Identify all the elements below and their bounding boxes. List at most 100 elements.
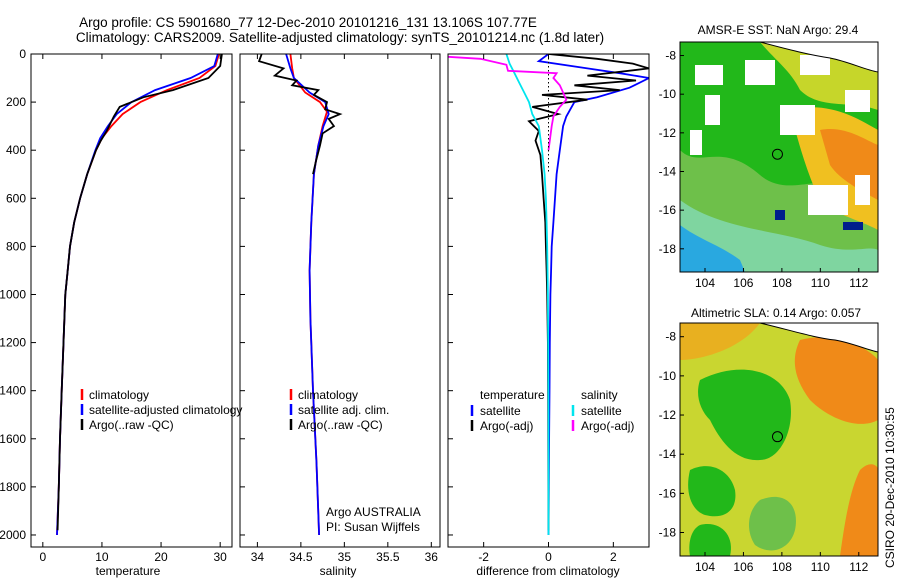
y-tick-label: 1400 (0, 384, 26, 398)
lon-tick-label: 112 (849, 276, 868, 290)
salinity-profile-line-1 (285, 54, 330, 536)
sst-missing-patch (695, 65, 723, 85)
sla-map-lon-ticks: 104 106 108 110 112 (695, 552, 869, 574)
sst-map-title: AMSR-E SST: NaN Argo: 29.4 (698, 23, 859, 37)
lat-tick-label: -12 (659, 408, 677, 422)
lon-tick-label: 110 (811, 276, 830, 290)
lon-tick-label: 108 (772, 560, 792, 574)
difference-xlabel: difference from climatology (476, 564, 619, 578)
difference-panel: -2 0 2 difference from climatology tempera… (447, 53, 650, 578)
sst-missing-patch (855, 175, 870, 205)
sst-map-panel: AMSR-E SST: NaN Argo: 29.4 104 106 108 110 1… (659, 23, 879, 290)
sst-missing-patch (845, 90, 870, 112)
temperature-axis-ticks: 0 10 20 30 (39, 54, 227, 564)
temperature-profile-line-0 (56, 54, 220, 536)
x-tick-label: 34.5 (289, 550, 313, 564)
temperature-panel: 0 200 400 600 800 1000 1200 1400 1600 1800 2000 0 1… (0, 47, 242, 578)
x-tick-label: 10 (95, 550, 109, 564)
difference-profile-line-0 (536, 54, 649, 536)
legend-label: Argo(..raw -QC) (298, 418, 383, 432)
legend-label: Argo(..raw -QC) (89, 418, 174, 432)
sst-argo-location-marker (771, 148, 783, 160)
legend-label: climatology (298, 388, 358, 402)
lat-tick-label: -12 (659, 126, 677, 140)
sst-missing-patch (800, 55, 830, 75)
sst-map-field (680, 42, 878, 272)
sst-map-frame (679, 41, 879, 273)
y-tick-label: 800 (6, 239, 26, 253)
sla-map-field (680, 323, 878, 556)
salinity-axis-ticks: 34 34.5 35 35.5 36 (240, 53, 439, 564)
difference-profile-line-3 (448, 55, 568, 151)
salinity-axes-box (239, 53, 441, 548)
sla-map-panel: Altimetric SLA: 0.14 Argo: 0.057 104 106 1… (659, 306, 879, 574)
sla-map-title: Altimetric SLA: 0.14 Argo: 0.057 (691, 306, 861, 320)
x-tick-label: 35.5 (376, 550, 400, 564)
y-tick-label: 200 (6, 95, 26, 109)
lon-tick-label: 110 (811, 560, 830, 574)
legend-label: Argo(-adj) (480, 419, 533, 433)
lat-tick-label: -10 (659, 369, 677, 383)
lon-tick-label: 106 (733, 560, 753, 574)
sst-missing-patch (705, 95, 720, 125)
sla-low-patch (689, 524, 731, 556)
y-tick-label: 600 (6, 191, 26, 205)
x-tick-label: 35 (338, 550, 352, 564)
lat-tick-label: -18 (659, 526, 677, 540)
lat-tick-label: -10 (659, 87, 677, 101)
argo-agency-label: Argo AUSTRALIA (326, 505, 421, 519)
legend-label: satellite (480, 404, 521, 418)
sla-high-patch (680, 323, 760, 360)
x-tick-label: 36 (425, 550, 439, 564)
figure-title-line2: Climatology: CARS2009. Satellite-adjuste… (76, 30, 604, 45)
sst-cold-spot (775, 210, 785, 220)
figure-title-line1: Argo profile: CS 5901680_77 12-Dec-2010 … (79, 15, 537, 30)
legend-label: satellite-adjusted climatology (89, 403, 242, 417)
lat-tick-label: -14 (659, 447, 677, 461)
sst-cold-water (680, 225, 745, 272)
lat-tick-label: -14 (659, 164, 677, 178)
lon-tick-label: 112 (849, 560, 868, 574)
temperature-series (56, 54, 223, 536)
legend-group-header: salinity (581, 388, 618, 402)
x-tick-label: -2 (478, 550, 489, 564)
argo-pi-label: PI: Susan Wijffels (326, 520, 420, 534)
sst-map-lon-ticks: 104 106 108 110 112 (695, 268, 869, 290)
y-tick-label: 400 (6, 143, 26, 157)
sla-low-patch (688, 466, 736, 517)
x-tick-label: 0 (39, 550, 46, 564)
difference-series (448, 54, 649, 536)
salinity-panel: 34 34.5 35 35.5 36 salinity climatologysatel… (239, 53, 441, 578)
lon-tick-label: 108 (772, 276, 792, 290)
sst-missing-patch (745, 60, 775, 85)
sla-map-frame (679, 322, 879, 557)
sla-argo-location-marker (771, 431, 783, 443)
lat-tick-label: -18 (659, 242, 677, 256)
credit-label: CSIRO 20-Dec-2010 10:30:55 (883, 407, 897, 568)
salinity-profile-line-2 (257, 54, 343, 175)
salinity-series (257, 54, 343, 536)
sla-high-patch (840, 464, 878, 556)
difference-axis-ticks: -2 0 2 (448, 53, 617, 564)
sla-land-java (759, 323, 878, 353)
sst-missing-patch (808, 185, 848, 215)
y-tick-label: 1000 (0, 287, 26, 301)
temperature-xlabel: temperature (96, 564, 161, 578)
y-tick-label: 1800 (0, 480, 26, 494)
legend-group-header: temperature (480, 388, 545, 402)
sst-land-java (759, 42, 878, 73)
x-tick-label: 2 (610, 550, 617, 564)
sst-missing-patch (780, 105, 815, 135)
sst-cold-spot (843, 222, 863, 230)
sla-low-patch (698, 369, 791, 461)
lon-tick-label: 104 (695, 276, 715, 290)
sla-high-patch (794, 337, 878, 424)
lat-tick-label: -16 (659, 203, 677, 217)
sla-map-lat-ticks: -8 -10 -12 -14 -16 -18 (659, 330, 684, 540)
difference-legend: temperaturesatelliteArgo(-adj)salinitysa… (470, 388, 634, 433)
temperature-profile-line-2 (56, 54, 223, 531)
difference-profile-line-2 (505, 54, 550, 535)
